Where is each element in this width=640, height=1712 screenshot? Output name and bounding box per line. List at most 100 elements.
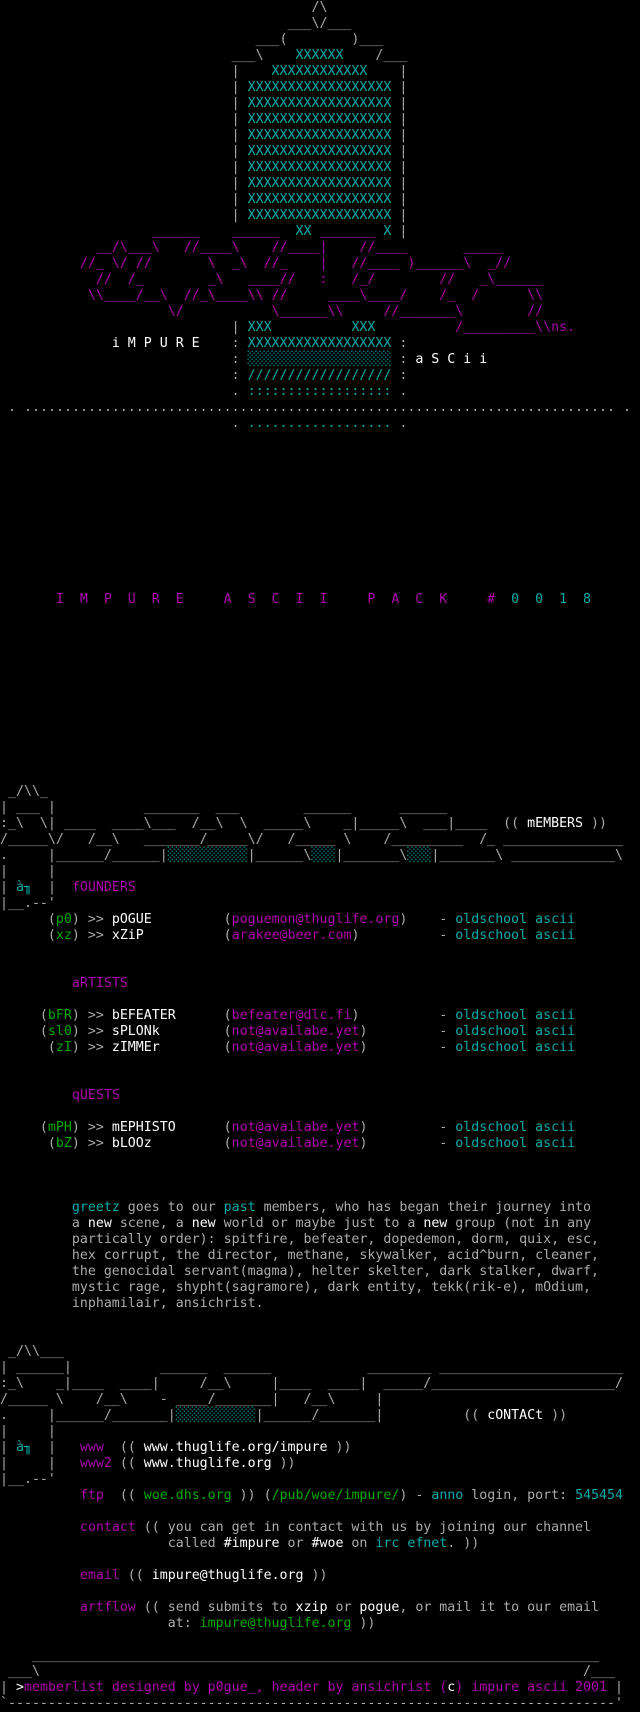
ascii-line: | >memberlist designed by p0gue_, header… [0, 1680, 640, 1696]
text-segment: à╖ [15, 880, 32, 895]
ascii-line: | XXX XXX /_________\\ns. [0, 320, 640, 336]
ascii-line [0, 608, 640, 624]
ascii-line: a new scene, a new world or maybe just t… [0, 1216, 640, 1232]
text-segment: ( [175, 1120, 232, 1135]
text-segment: oldschool ascii [455, 1040, 576, 1055]
text-segment: fOUNDERS [71, 880, 136, 895]
text-segment: at: [0, 1616, 200, 1631]
text-segment: mystic rage, shypht(sagramore), dark ent… [0, 1280, 592, 1295]
ascii-line: | XXXXXXXXXXXXXXXXXX | [0, 192, 640, 208]
ascii-line [0, 768, 640, 784]
text-segment: ) >> [71, 1008, 112, 1023]
text-segment: | | [0, 864, 56, 879]
text-segment: XXXXXXXXXXXXXXXXXX [247, 128, 392, 143]
text-segment [0, 976, 72, 991]
ascii-line [0, 992, 640, 1008]
text-segment: . [391, 416, 408, 431]
text-segment: xZiP [111, 928, 144, 943]
text-segment [0, 1520, 80, 1535]
ascii-line: i M P U R E : XXXXXXXXXXXXXXXXXX : [0, 336, 640, 352]
ascii-line [0, 1152, 640, 1168]
text-segment: ) - [359, 1120, 456, 1135]
ascii-line: . |______/_______|░░░░░░░░░░|______/____… [0, 1408, 640, 1424]
text-segment: ________________________________________… [0, 1648, 599, 1663]
text-segment: ) >> [71, 1024, 112, 1039]
text-segment: | ___ | _______ ___ ______ ______ [0, 800, 448, 815]
ascii-line [0, 1056, 640, 1072]
text-segment: xzip [295, 1600, 328, 1615]
text-segment: sPLONk [111, 1024, 160, 1039]
text-segment [0, 1600, 80, 1615]
text-segment: ___\ /___ [0, 1664, 615, 1679]
ascii-line: aRTISTS [0, 976, 640, 992]
text-segment: | [391, 160, 408, 175]
text-segment: ░░░ [311, 848, 336, 863]
text-segment: (( [103, 1440, 144, 1455]
text-segment: )) [543, 1408, 568, 1423]
text-segment: bZ [55, 1136, 72, 1151]
text-segment: ) - [351, 1008, 456, 1023]
text-segment: p0 [55, 912, 72, 927]
ascii-line: . |______/______|░░░░░░░░░░|______\░░░|_… [0, 848, 640, 864]
ascii-line: ___( )___ [0, 32, 640, 48]
ascii-line: /_____ \ /__\ - ____/_______| /__\ | [0, 1392, 640, 1408]
ascii-line [0, 448, 640, 464]
text-segment: )) [327, 1440, 352, 1455]
ascii-line: __/\___\ //____\ //____| //____ _____ [0, 240, 640, 256]
ascii-line [0, 1072, 640, 1088]
text-segment: pogue [359, 1600, 400, 1615]
text-segment: called [0, 1536, 224, 1551]
text-segment: befeater@dlc.fi [231, 1008, 352, 1023]
ascii-line: | ___ | _______ ___ ______ ______ [0, 800, 640, 816]
text-segment: | [0, 144, 248, 159]
ascii-line: I M P U R E A S C I I P A C K # 0 0 1 8 [0, 592, 640, 608]
text-segment: scene, a [111, 1216, 192, 1231]
text-segment: XXXXXXXXXXXXXXXXXX [247, 96, 392, 111]
ascii-line [0, 1584, 640, 1600]
ascii-line [0, 544, 640, 560]
text-segment: ) >> [71, 1120, 112, 1135]
ascii-line: ______ ______ XX _______ X | [0, 224, 640, 240]
text-segment: ( [151, 1136, 232, 1151]
text-segment: XXX [247, 320, 272, 335]
text-segment: XXXXXXXXXXXXXXXXXX [247, 176, 392, 191]
text-segment: (( you can get in contact with us by joi… [135, 1520, 592, 1535]
text-segment: : [391, 368, 408, 383]
text-segment: :_\ \| ____ ____\___ /__\ \ _____\ _|___… [0, 816, 520, 831]
ascii-line: (bFR) >> bEFEATER (befeater@dlc.fi) - ol… [0, 1008, 640, 1024]
text-segment: ░░░░░░░░░░ [167, 848, 248, 863]
text-segment: |______\ [247, 848, 312, 863]
text-segment: `---------------------------------------… [0, 1696, 623, 1711]
text-segment: | [391, 128, 408, 143]
text-segment: à╖ [15, 1440, 32, 1455]
ascii-line [0, 720, 640, 736]
text-segment: (( send submits to [135, 1600, 296, 1615]
text-segment [0, 1488, 80, 1503]
text-segment: members, who has began their journey int… [255, 1200, 592, 1215]
text-segment: : [391, 336, 408, 351]
ascii-line: at: impure@thuglife.org )) [0, 1616, 640, 1632]
ascii-line: email (( impure@thuglife.org )) [0, 1568, 640, 1584]
text-segment: new [87, 1216, 112, 1231]
ascii-line: | ______| ______ ______ ________ _______… [0, 1360, 640, 1376]
ascii-line: /_____\/ /__\ _______/_____\/ /_____ \ /… [0, 832, 640, 848]
text-segment: pOGUE [111, 912, 152, 927]
ascii-line [0, 624, 640, 640]
ascii-line: called #impure or #woe on irc efnet. )) [0, 1536, 640, 1552]
text-segment: | [391, 144, 408, 159]
ascii-line: (xz) >> xZiP (arakee@beer.com) - oldscho… [0, 928, 640, 944]
ascii-line: | à╖ | fOUNDERS [0, 880, 640, 896]
ascii-line: ftp (( woe.dhs.org )) (/pub/woe/impure/)… [0, 1488, 640, 1504]
text-segment: | | [0, 1456, 80, 1471]
ascii-line: ___\/___ [0, 16, 640, 32]
text-segment: a [0, 1216, 88, 1231]
text-segment [0, 1200, 72, 1215]
ascii-line [0, 432, 640, 448]
text-segment: | [391, 176, 408, 191]
text-segment: oldschool ascii [455, 1136, 576, 1151]
ascii-line: contact (( you can get in contact with u… [0, 1520, 640, 1536]
text-segment: aRTISTS [71, 976, 128, 991]
text-segment: XXXXXXXXXXXXXXXXXX [247, 336, 392, 351]
ascii-line [0, 1632, 640, 1648]
text-segment: |_______\ _____________\ [431, 848, 624, 863]
